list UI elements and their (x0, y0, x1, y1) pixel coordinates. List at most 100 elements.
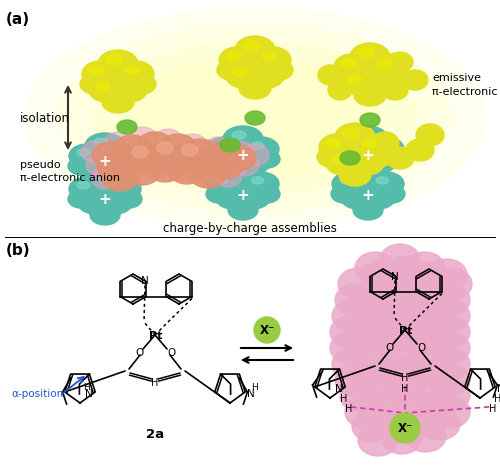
Ellipse shape (386, 256, 426, 288)
Ellipse shape (98, 50, 138, 78)
Ellipse shape (104, 132, 132, 154)
Text: H: H (344, 404, 352, 414)
Ellipse shape (348, 161, 388, 187)
Ellipse shape (343, 128, 359, 137)
Ellipse shape (220, 145, 256, 171)
Ellipse shape (405, 292, 445, 324)
Ellipse shape (387, 52, 413, 72)
Text: N: N (247, 389, 255, 399)
Text: N: N (497, 384, 500, 394)
Ellipse shape (405, 252, 445, 284)
Ellipse shape (339, 164, 371, 186)
Ellipse shape (406, 420, 446, 452)
Text: (b): (b) (6, 243, 30, 258)
Ellipse shape (165, 145, 201, 171)
Ellipse shape (345, 396, 385, 428)
Ellipse shape (353, 165, 383, 185)
Ellipse shape (226, 141, 254, 163)
Text: N: N (86, 389, 93, 399)
Ellipse shape (90, 205, 120, 225)
Ellipse shape (226, 52, 240, 61)
Ellipse shape (128, 74, 156, 94)
Ellipse shape (415, 392, 455, 424)
Ellipse shape (137, 132, 173, 158)
Ellipse shape (326, 151, 360, 175)
Ellipse shape (331, 150, 357, 168)
Text: X⁻: X⁻ (260, 324, 274, 337)
Ellipse shape (239, 77, 271, 99)
Ellipse shape (96, 82, 110, 90)
Ellipse shape (102, 165, 138, 191)
Text: N: N (141, 276, 149, 287)
Ellipse shape (330, 316, 370, 348)
Ellipse shape (332, 300, 372, 332)
Ellipse shape (77, 149, 90, 156)
Ellipse shape (254, 185, 280, 203)
Text: O: O (385, 343, 393, 353)
Text: 2a: 2a (146, 429, 164, 441)
Ellipse shape (352, 410, 392, 442)
Ellipse shape (410, 374, 450, 406)
Ellipse shape (416, 124, 444, 146)
Ellipse shape (317, 147, 345, 167)
Ellipse shape (169, 158, 205, 184)
Ellipse shape (340, 380, 380, 412)
Ellipse shape (228, 165, 258, 185)
Ellipse shape (331, 185, 357, 203)
Ellipse shape (77, 182, 90, 189)
Text: O: O (135, 348, 143, 358)
Ellipse shape (91, 167, 119, 189)
Ellipse shape (89, 78, 123, 102)
Ellipse shape (207, 172, 243, 196)
Ellipse shape (357, 131, 371, 139)
Ellipse shape (340, 177, 352, 184)
Ellipse shape (380, 244, 420, 276)
Ellipse shape (338, 268, 378, 300)
Ellipse shape (382, 355, 422, 387)
Ellipse shape (362, 374, 402, 406)
Ellipse shape (206, 150, 232, 168)
Text: +: + (236, 187, 250, 203)
Ellipse shape (78, 192, 112, 214)
Ellipse shape (430, 364, 470, 396)
Ellipse shape (60, 25, 450, 212)
Ellipse shape (69, 177, 105, 201)
Ellipse shape (113, 182, 126, 189)
Circle shape (254, 317, 280, 343)
Ellipse shape (25, 8, 485, 228)
Ellipse shape (105, 144, 141, 168)
Circle shape (390, 413, 420, 443)
Ellipse shape (98, 159, 132, 181)
Text: pseudo
π-electronic anion: pseudo π-electronic anion (20, 160, 120, 183)
Text: charge-by-charge assemblies: charge-by-charge assemblies (163, 222, 337, 235)
Ellipse shape (361, 152, 395, 174)
Ellipse shape (207, 137, 243, 161)
Ellipse shape (82, 61, 118, 87)
Ellipse shape (216, 187, 250, 209)
Ellipse shape (319, 134, 355, 160)
Ellipse shape (226, 64, 260, 88)
Ellipse shape (89, 66, 104, 75)
Ellipse shape (430, 300, 470, 332)
Ellipse shape (330, 332, 370, 364)
Ellipse shape (430, 379, 470, 411)
Text: emissive
π-electronic system: emissive π-electronic system (432, 74, 500, 96)
Ellipse shape (355, 292, 395, 324)
Ellipse shape (214, 165, 242, 187)
Ellipse shape (380, 338, 420, 370)
Ellipse shape (236, 152, 270, 174)
Ellipse shape (78, 159, 112, 181)
Ellipse shape (358, 48, 374, 58)
Ellipse shape (430, 284, 470, 316)
Ellipse shape (147, 156, 183, 182)
Ellipse shape (187, 150, 223, 176)
Ellipse shape (382, 422, 422, 454)
Ellipse shape (406, 139, 434, 161)
Text: isolation: isolation (20, 111, 70, 124)
Ellipse shape (355, 134, 391, 160)
Ellipse shape (250, 64, 284, 88)
Ellipse shape (355, 252, 395, 284)
Ellipse shape (251, 177, 264, 184)
Ellipse shape (354, 84, 386, 106)
Ellipse shape (186, 149, 214, 171)
